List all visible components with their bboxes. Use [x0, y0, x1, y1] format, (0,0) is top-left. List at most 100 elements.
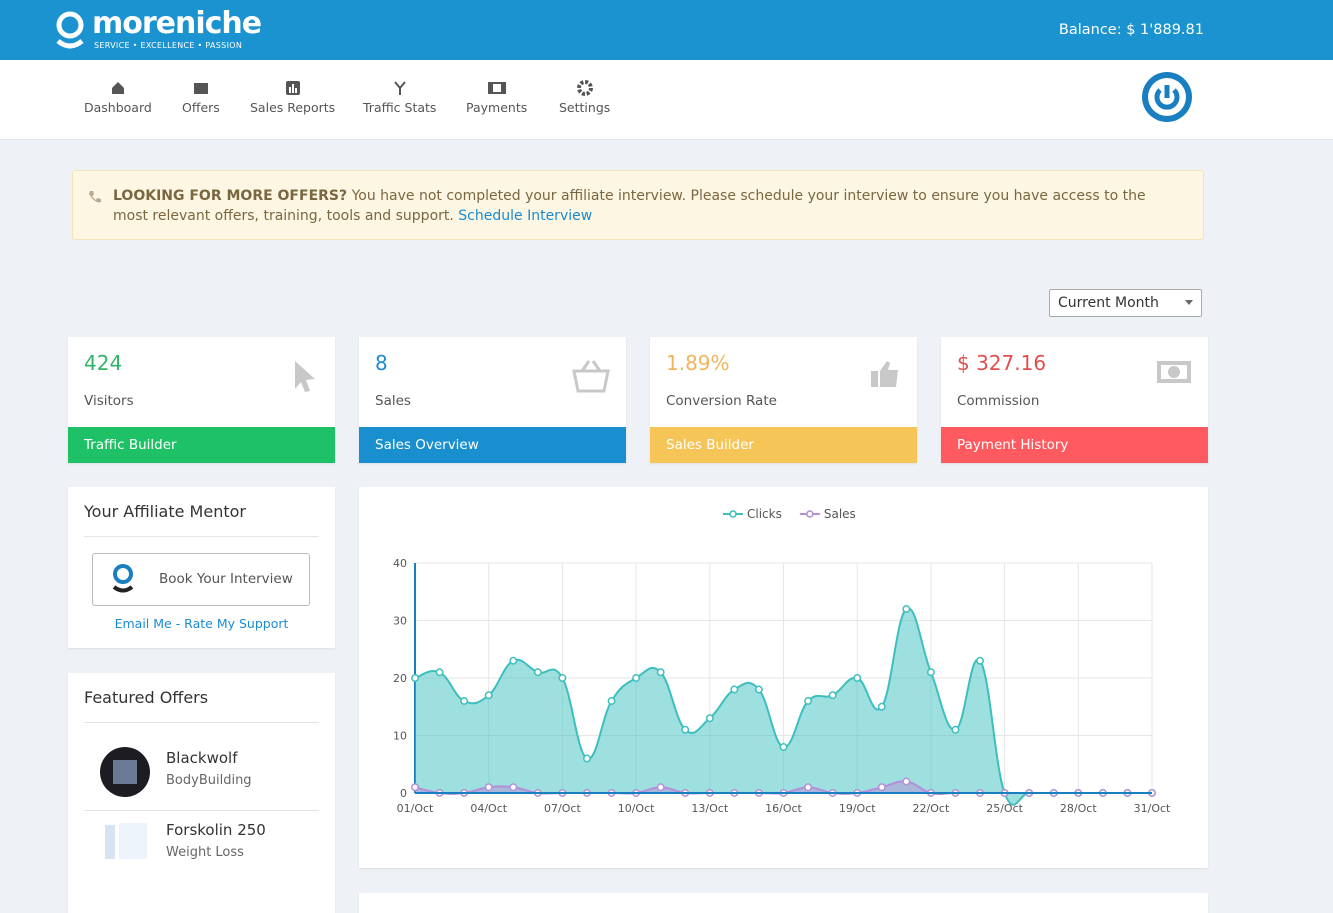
nav-label: Dashboard — [84, 100, 152, 115]
area — [415, 608, 1152, 805]
icon — [193, 83, 208, 94]
offer-image — [100, 747, 150, 797]
x-tick-label: 07/Oct — [544, 802, 581, 815]
divider — [84, 536, 319, 537]
nav-item[interactable]: Settings — [559, 80, 610, 115]
x-tick-label: 13/Oct — [691, 802, 728, 815]
stat-label: Visitors — [84, 393, 134, 409]
button-label: Book Your Interview — [159, 571, 293, 587]
point — [926, 668, 935, 677]
icon — [871, 361, 898, 387]
stat-footer[interactable]: Payment History — [941, 427, 1208, 463]
point — [828, 691, 837, 700]
point — [877, 783, 886, 792]
panel-title: Featured Offers — [84, 688, 209, 707]
x-tick-label: 04/Oct — [470, 802, 507, 815]
nav-item[interactable]: Traffic Stats — [363, 80, 436, 115]
top-bar: moreniche SERVICE • EXCELLENCE • PASSION… — [0, 0, 1333, 60]
x-tick-label: 25/Oct — [986, 802, 1023, 815]
point — [484, 691, 493, 700]
stat-value: 8 — [375, 351, 388, 375]
icon — [572, 360, 610, 393]
point — [804, 697, 813, 705]
point — [681, 725, 690, 734]
logo[interactable]: moreniche — [92, 6, 262, 41]
stat-value: 1.89% — [666, 351, 730, 375]
nav-item[interactable]: Sales Reports — [250, 80, 335, 115]
point — [877, 702, 886, 711]
period-value: Current Month — [1058, 295, 1159, 311]
nav-label: Sales Reports — [250, 100, 336, 115]
nav-label: Offers — [182, 100, 220, 115]
divider — [84, 810, 319, 811]
x-tick-label: 10/Oct — [618, 802, 655, 815]
power-button[interactable] — [1141, 71, 1193, 123]
caret — [1185, 300, 1193, 305]
point — [435, 668, 444, 677]
alert-heading: LOOKING FOR MORE OFFERS? — [113, 188, 348, 204]
point — [976, 656, 984, 665]
x-tick-label: 01/Oct — [397, 802, 434, 815]
chart: 0 10 20 30 40 01/Oct 04/Oct 07/Oct 10/Oct 13/Oct 1… — [393, 507, 1171, 815]
stat-footer[interactable]: Sales Overview — [359, 427, 626, 463]
point — [607, 697, 616, 705]
y-tick-label: 20 — [393, 672, 407, 685]
x-tick-label: 19/Oct — [839, 802, 876, 815]
featured-panel: Featured Offers Blackwolf BodyBuilding F… — [68, 673, 335, 913]
point — [411, 783, 419, 792]
legend-swatch — [729, 510, 737, 518]
point — [951, 725, 960, 734]
y-tick-label: 0 — [400, 787, 407, 800]
nav-label: Settings — [559, 100, 611, 115]
x-tick-label: 22/Oct — [913, 802, 950, 815]
stat-footer[interactable]: Traffic Builder — [68, 427, 335, 463]
point — [533, 668, 542, 677]
tagline: SERVICE • EXCELLENCE • PASSION — [94, 41, 243, 50]
point — [656, 668, 665, 677]
point — [509, 656, 518, 665]
nav-item[interactable]: Payments — [466, 80, 527, 115]
stat-label: Conversion Rate — [666, 393, 777, 409]
point — [730, 685, 739, 694]
logo-icon — [112, 564, 134, 593]
icon — [1157, 361, 1191, 383]
y-tick-label: 40 — [393, 557, 407, 570]
x-tick-label: 31/Oct — [1134, 802, 1171, 815]
legend-label: Clicks — [747, 507, 782, 521]
point — [411, 674, 419, 682]
offer-image — [105, 823, 147, 859]
alert-link[interactable]: Schedule Interview — [458, 208, 593, 224]
y-tick-label: 10 — [393, 730, 407, 743]
point — [632, 674, 641, 682]
period-select[interactable]: Current Month — [1049, 289, 1202, 317]
balance: Balance: $ 1'889.81 — [1058, 22, 1204, 38]
x-tick-label: 16/Oct — [765, 802, 802, 815]
line — [414, 607, 1152, 806]
icon — [285, 81, 300, 95]
stat-footer[interactable]: Sales Builder — [650, 427, 917, 463]
nav-item[interactable]: Offers — [182, 80, 220, 115]
panel — [359, 893, 1208, 913]
mentor-links[interactable]: Email Me - Rate My Support — [114, 616, 289, 631]
icon — [487, 82, 506, 94]
nav-item[interactable]: Dashboard — [84, 80, 152, 115]
legend-label: Sales — [824, 507, 856, 521]
offer-name[interactable]: Blackwolf — [166, 749, 238, 767]
point — [853, 674, 862, 682]
y-tick-label: 30 — [393, 615, 407, 628]
divider — [84, 722, 319, 723]
offer-name[interactable]: Forskolin 250 — [166, 821, 266, 839]
stat-card: 424 Visitors Traffic Builder — [68, 337, 335, 463]
phone-icon — [89, 191, 101, 203]
stat-label: Sales — [375, 393, 411, 409]
point — [779, 743, 788, 751]
stat-card: 1.89% Conversion Rate Sales Builder — [650, 337, 917, 463]
point — [754, 685, 763, 694]
point — [558, 674, 567, 682]
icon — [393, 81, 406, 95]
book-button[interactable]: Book Your Interview — [92, 553, 310, 606]
point — [509, 783, 518, 792]
point — [460, 697, 469, 705]
stat-card: 8 Sales Sales Overview — [359, 337, 626, 463]
